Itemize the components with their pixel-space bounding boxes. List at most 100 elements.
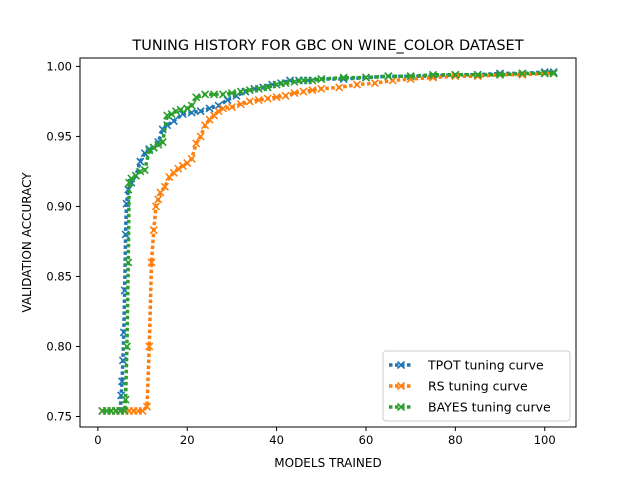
legend-label: BAYES tuning curve [428, 400, 551, 415]
series-1 [98, 69, 558, 415]
data-point [142, 402, 152, 411]
data-point [136, 167, 145, 176]
data-point [290, 77, 299, 86]
data-point [125, 178, 134, 187]
data-point [122, 199, 131, 208]
data-point [178, 161, 187, 170]
data-point [209, 90, 219, 99]
data-point [254, 95, 263, 105]
data-point [192, 93, 201, 102]
series-line-2 [102, 71, 554, 413]
data-point [361, 73, 371, 82]
data-point [227, 102, 236, 112]
data-point [120, 406, 129, 415]
data-point [149, 226, 158, 235]
data-point [187, 101, 196, 110]
legend-entry: TPOT tuning curve [389, 358, 544, 373]
data-point [549, 69, 558, 78]
data-point [308, 86, 317, 95]
data-point [127, 174, 136, 183]
data-point [272, 80, 281, 89]
y-axis-ticks: 0.75 0.80 0.85 0.90 0.95 1.00 [46, 59, 80, 423]
data-point [205, 104, 214, 113]
y-tick-label: 1.00 [46, 59, 72, 73]
data-point [172, 107, 181, 116]
data-point [145, 342, 154, 351]
legend: TPOT tuning curve RS tuning curve BAYES tu… [382, 350, 571, 422]
data-point [540, 69, 549, 78]
y-tick-label: 0.95 [46, 129, 72, 143]
legend-label: TPOT tuning curve [427, 358, 544, 373]
data-point [214, 107, 223, 116]
data-point [290, 88, 299, 98]
data-point [428, 70, 438, 79]
data-point [156, 188, 165, 197]
y-tick-label: 0.90 [46, 199, 72, 213]
data-point [218, 104, 228, 113]
data-point [281, 91, 290, 100]
legend-swatch-marker [396, 402, 406, 412]
data-point [145, 144, 154, 154]
data-point [236, 100, 245, 109]
series-line-0 [102, 70, 554, 413]
data-point [124, 258, 133, 267]
data-point [147, 258, 156, 267]
data-point [254, 84, 263, 93]
data-point [352, 80, 362, 89]
data-point [245, 97, 254, 106]
data-point [122, 342, 131, 351]
x-axis-ticks: 0 20 40 60 80 100 [94, 427, 556, 447]
data-point [121, 395, 130, 404]
data-point [201, 90, 210, 99]
data-point [370, 79, 379, 88]
plot-area [79, 57, 577, 428]
data-point [236, 87, 245, 96]
data-point [495, 70, 505, 79]
data-point [272, 93, 281, 102]
data-point [223, 95, 232, 105]
legend-label: RS tuning curve [428, 379, 528, 394]
data-point [227, 88, 236, 98]
data-point [317, 74, 326, 84]
data-point [406, 72, 415, 81]
data-point [518, 69, 527, 78]
data-point [187, 154, 196, 163]
data-point [196, 107, 205, 116]
data-point [263, 83, 272, 92]
legend-box [382, 350, 571, 422]
data-point [335, 83, 344, 92]
legend-entry: BAYES tuning curve [389, 400, 551, 415]
data-point [158, 137, 167, 147]
data-point [218, 90, 228, 99]
data-point [169, 116, 178, 126]
data-point [163, 111, 172, 120]
data-point [160, 182, 169, 191]
x-axis-label: MODELS TRAINED [274, 456, 381, 470]
x-tick-label: 0 [94, 433, 101, 447]
data-point [151, 202, 161, 211]
data-point [176, 105, 185, 114]
y-tick-label: 0.85 [46, 269, 72, 283]
y-tick-label: 0.75 [46, 409, 72, 423]
series-2 [98, 69, 558, 415]
data-point [317, 84, 326, 93]
data-point [154, 195, 163, 204]
data-point [149, 143, 158, 152]
data-point [192, 139, 201, 148]
data-point [136, 157, 145, 166]
data-point [451, 70, 460, 79]
data-point [196, 132, 205, 141]
data-point [245, 86, 254, 95]
legend-swatch-marker [396, 360, 406, 370]
data-point [178, 109, 187, 119]
data-point [183, 104, 192, 113]
y-axis-label: VALIDATION ACCURACY [20, 172, 34, 313]
x-tick-label: 40 [269, 433, 284, 447]
x-tick-label: 80 [448, 433, 463, 447]
data-point [154, 140, 163, 149]
y-tick-label: 0.80 [46, 339, 72, 353]
x-tick-label: 100 [534, 433, 556, 447]
data-point [145, 146, 154, 155]
data-point [140, 165, 149, 175]
